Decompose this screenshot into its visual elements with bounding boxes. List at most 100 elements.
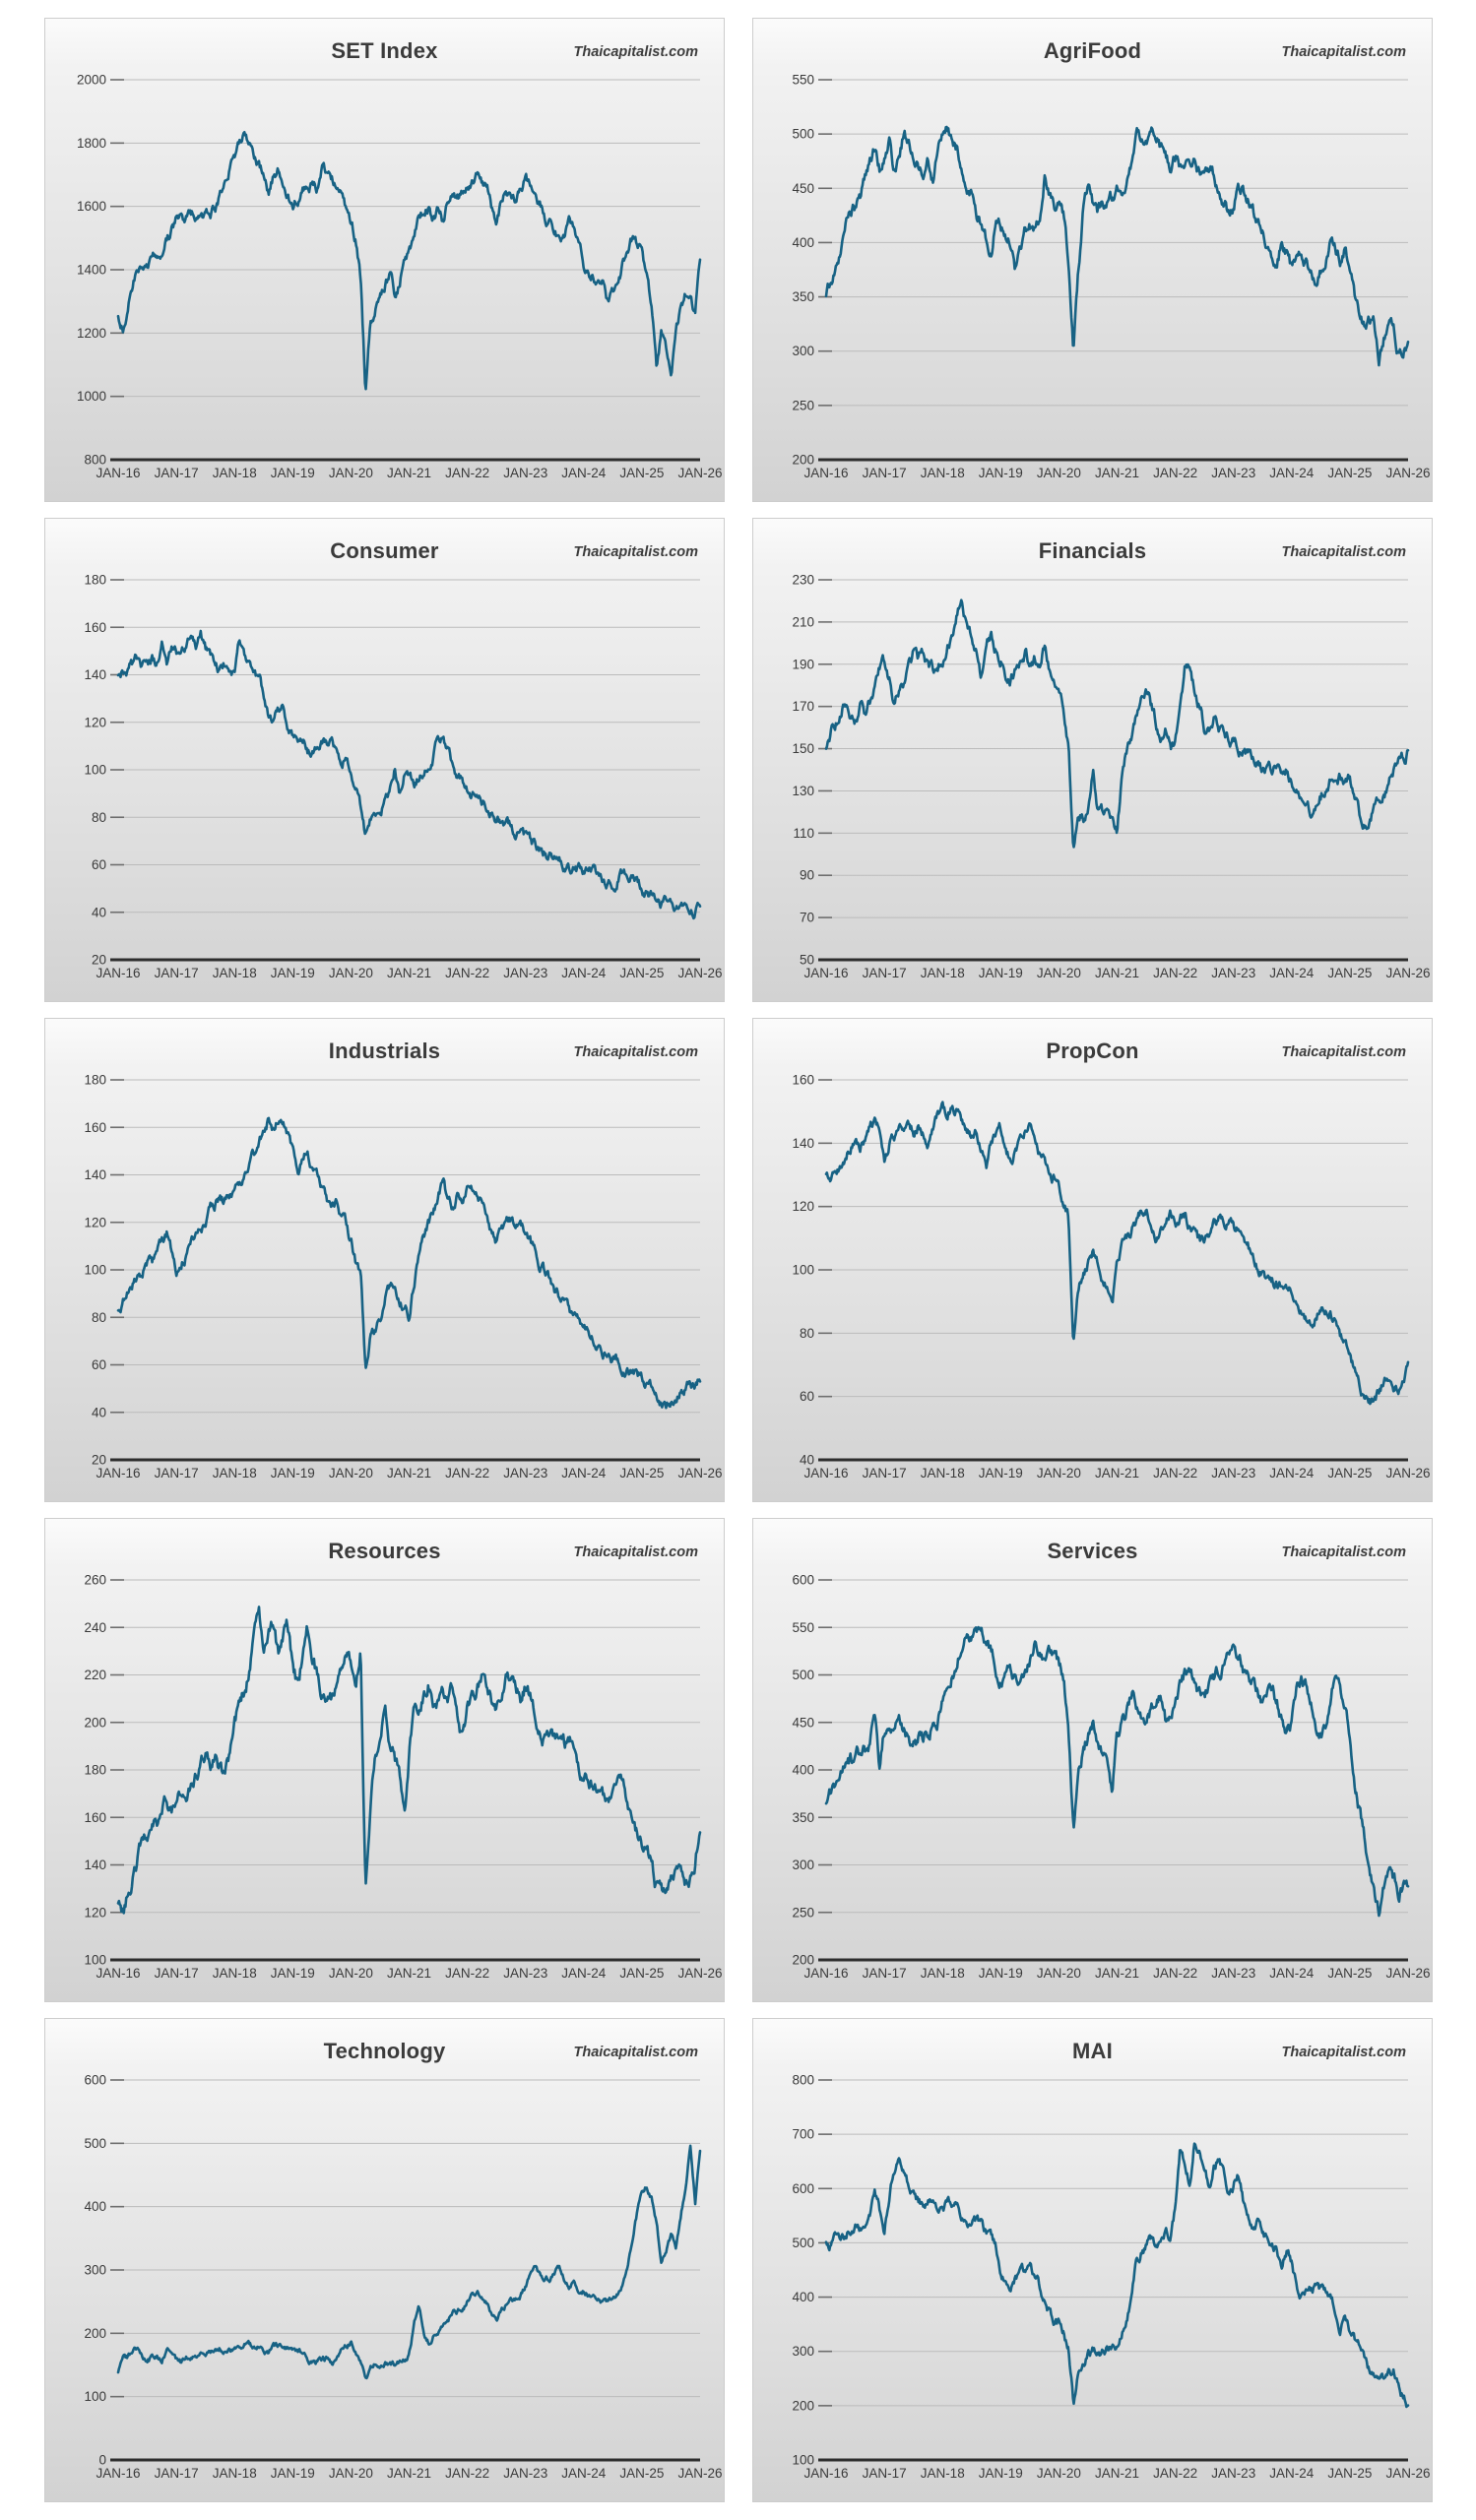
y-tick-label: 190 [792, 657, 814, 671]
watermark-text: Thaicapitalist.com [573, 1544, 698, 1560]
x-tick-label: JAN-20 [329, 2466, 373, 2481]
x-tick-label: JAN-25 [1327, 966, 1372, 980]
x-tick-label: JAN-21 [1095, 1466, 1139, 1480]
x-tick-label: JAN-26 [677, 2466, 722, 2481]
y-tick-label: 170 [792, 699, 814, 714]
x-tick-label: JAN-23 [1211, 2466, 1255, 2481]
chart-panel-financials: Financials Thaicapitalist.com 50 70 90 110 1… [752, 518, 1433, 1002]
y-tick-label: 80 [92, 1310, 106, 1325]
y-tick-label: 50 [800, 953, 814, 968]
x-tick-label: JAN-19 [979, 966, 1023, 980]
y-tick-label: 140 [84, 667, 106, 682]
y-tick-label: 300 [792, 2344, 814, 2359]
chart-panel-consumer: Consumer Thaicapitalist.com 20 40 60 80 100 1… [44, 518, 725, 1002]
x-tick-label: JAN-20 [329, 466, 373, 480]
x-tick-label: JAN-18 [213, 1966, 257, 1981]
y-tick-label: 100 [792, 1263, 814, 1278]
x-tick-label: JAN-17 [155, 966, 199, 980]
y-tick-label: 300 [792, 344, 814, 358]
y-tick-label: 90 [800, 868, 814, 883]
y-tick-label: 150 [792, 741, 814, 756]
line-chart-plot: 100 200 300 400 500 600 700 800 JAN-16 JAN-17 JAN-… [792, 2073, 1430, 2482]
x-tick-label: JAN-20 [1037, 466, 1081, 480]
x-tick-label: JAN-26 [1385, 1466, 1430, 1480]
x-tick-label: JAN-16 [96, 2466, 140, 2481]
chart-panel-technology: Technology Thaicapitalist.com 0 100 200 300… [44, 2018, 725, 2502]
line-chart-plot: 20 40 60 80 100 120 140 160 180 JAN-16 JAN-17 JAN-1… [84, 1073, 722, 1481]
x-tick-label: JAN-21 [387, 466, 431, 480]
y-tick-label: 70 [800, 911, 814, 925]
y-tick-label: 800 [84, 453, 106, 468]
x-tick-label: JAN-20 [329, 1466, 373, 1480]
y-tick-label: 230 [792, 573, 814, 588]
price-line [824, 2142, 1410, 2409]
x-tick-label: JAN-25 [1327, 2466, 1372, 2481]
x-tick-label: JAN-23 [1211, 1466, 1255, 1480]
line-chart-plot: 100 120 140 160 180 200 220 240 260 JAN-16 JAN-17 J… [84, 1573, 722, 1982]
x-tick-label: JAN-19 [271, 966, 315, 980]
x-tick-label: JAN-17 [863, 466, 907, 480]
line-chart-plot: 20 40 60 80 100 120 140 160 180 JAN-16 JAN-17 JAN-1… [84, 573, 722, 981]
x-tick-label: JAN-24 [561, 966, 607, 980]
x-tick-label: JAN-20 [1037, 1966, 1081, 1981]
x-tick-label: JAN-26 [1385, 2466, 1430, 2481]
x-tick-label: JAN-16 [803, 1966, 848, 1981]
x-tick-label: JAN-16 [803, 1466, 848, 1480]
x-tick-label: JAN-21 [1095, 2466, 1139, 2481]
x-tick-label: JAN-24 [1269, 1466, 1315, 1480]
x-tick-label: JAN-18 [213, 966, 257, 980]
chart-panel-set-index: SET Index Thaicapitalist.com 800 1000 1200… [44, 18, 725, 502]
y-tick-label: 110 [793, 826, 814, 841]
y-tick-label: 600 [792, 2181, 814, 2196]
x-tick-label: JAN-25 [619, 1466, 664, 1480]
y-tick-label: 20 [92, 953, 106, 968]
x-tick-label: JAN-24 [1269, 466, 1315, 480]
chart-title: Technology [323, 2039, 446, 2063]
x-tick-label: JAN-17 [155, 466, 199, 480]
x-tick-label: JAN-21 [387, 1466, 431, 1480]
y-tick-label: 120 [84, 715, 106, 729]
x-tick-label: JAN-17 [863, 1466, 907, 1480]
chart-title: Consumer [330, 538, 439, 563]
x-tick-label: JAN-24 [561, 466, 607, 480]
y-tick-label: 300 [84, 2263, 106, 2278]
x-tick-label: JAN-19 [271, 1466, 315, 1480]
x-tick-label: JAN-18 [921, 2466, 965, 2481]
x-tick-label: JAN-21 [1095, 1966, 1139, 1981]
y-tick-label: 140 [84, 1858, 106, 1872]
x-tick-label: JAN-20 [329, 1966, 373, 1981]
y-tick-label: 180 [84, 573, 106, 588]
y-tick-label: 200 [792, 1953, 814, 1968]
watermark-text: Thaicapitalist.com [573, 2045, 698, 2060]
y-tick-label: 20 [92, 1453, 106, 1468]
x-tick-label: JAN-18 [213, 1466, 257, 1480]
y-tick-label: 160 [84, 1810, 106, 1825]
x-tick-label: JAN-22 [445, 2466, 489, 2481]
y-tick-label: 80 [92, 810, 106, 825]
x-tick-label: JAN-19 [271, 2466, 315, 2481]
y-tick-label: 120 [84, 1215, 106, 1229]
y-tick-label: 550 [792, 1620, 814, 1635]
x-tick-label: JAN-20 [1037, 2466, 1081, 2481]
x-tick-label: JAN-22 [1153, 466, 1197, 480]
y-tick-label: 200 [792, 453, 814, 468]
x-tick-label: JAN-25 [1327, 466, 1372, 480]
y-tick-label: 160 [84, 1120, 106, 1135]
x-tick-label: JAN-24 [561, 1466, 607, 1480]
y-tick-label: 100 [84, 763, 106, 778]
x-tick-label: JAN-19 [271, 1966, 315, 1981]
y-tick-label: 800 [792, 2073, 814, 2088]
x-tick-label: JAN-16 [803, 2466, 848, 2481]
x-tick-label: JAN-26 [677, 1466, 722, 1480]
y-tick-label: 160 [84, 620, 106, 635]
x-tick-label: JAN-19 [979, 2466, 1023, 2481]
x-tick-label: JAN-18 [921, 1966, 965, 1981]
price-line [824, 125, 1410, 367]
x-tick-label: JAN-25 [619, 966, 664, 980]
x-tick-label: JAN-16 [803, 966, 848, 980]
x-tick-label: JAN-24 [1269, 1966, 1315, 1981]
x-tick-label: JAN-26 [677, 466, 722, 480]
y-tick-label: 1600 [77, 199, 106, 214]
x-tick-label: JAN-19 [979, 1466, 1023, 1480]
x-tick-label: JAN-24 [561, 1966, 607, 1981]
